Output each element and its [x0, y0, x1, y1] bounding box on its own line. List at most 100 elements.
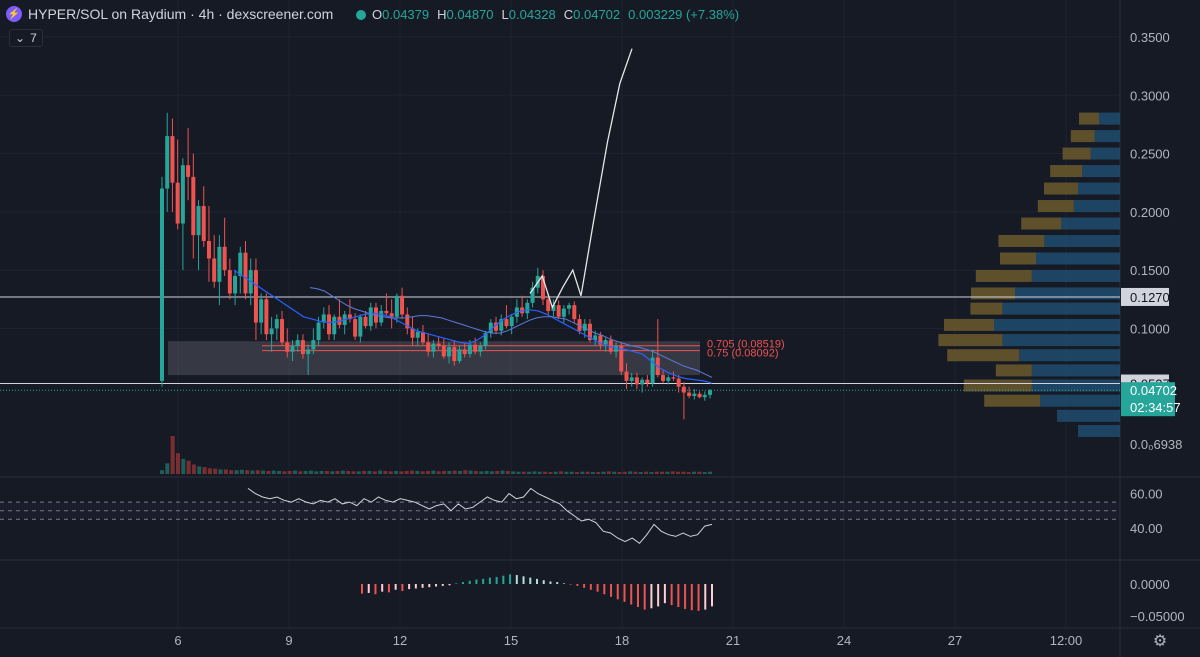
- volume-bar: [681, 471, 686, 474]
- candle-body: [645, 379, 650, 384]
- volume-profile-bar-down: [1050, 165, 1083, 178]
- volume-profile-bar-down: [971, 287, 1015, 300]
- volume-bar: [537, 471, 542, 474]
- volume-profile-bar-down: [998, 235, 1045, 247]
- candle-body: [572, 305, 577, 320]
- candle-body: [676, 378, 681, 387]
- candle-body: [426, 342, 431, 352]
- volume-bar: [495, 470, 500, 474]
- volume-profile-bar-up: [1031, 364, 1120, 377]
- volume-bar: [468, 470, 473, 474]
- volume-bar: [298, 471, 303, 474]
- candle-body: [661, 375, 666, 381]
- volume-bar: [622, 471, 627, 474]
- volume-bar: [261, 470, 266, 474]
- ohlc-low: L0.04328: [501, 7, 556, 22]
- volume-profile-bar-down: [1037, 200, 1074, 213]
- candle-body: [259, 299, 264, 323]
- candle-body: [212, 258, 217, 282]
- volume-bar: [202, 467, 207, 474]
- volume-bar: [324, 470, 329, 474]
- volume-bar: [213, 468, 218, 474]
- volume-bar: [585, 471, 590, 474]
- volume-bar: [245, 470, 250, 474]
- current-price-tag-bg: [1121, 382, 1175, 417]
- candle-body: [587, 323, 592, 341]
- volume-bar: [516, 471, 521, 474]
- candle-body: [222, 246, 227, 271]
- indicators-toggle-button[interactable]: ⌄ 7: [9, 29, 43, 47]
- candle-body: [431, 343, 436, 352]
- candle-body: [488, 322, 493, 334]
- candle-body: [624, 371, 629, 381]
- candle-body: [509, 316, 514, 327]
- volume-bar: [473, 470, 478, 474]
- gear-icon[interactable]: ⚙: [1152, 633, 1168, 650]
- candle-body: [285, 342, 290, 352]
- indicator-count: 7: [30, 31, 37, 45]
- price-tag: 0.1270: [1130, 290, 1170, 305]
- volume-profile-bar-up: [1031, 379, 1120, 392]
- time-axis-label: 21: [726, 633, 740, 648]
- candle-body: [504, 319, 509, 327]
- candle-body: [384, 310, 389, 314]
- time-axis-label: 9: [285, 633, 292, 648]
- candle-body: [608, 340, 613, 352]
- volume-bar: [463, 470, 468, 474]
- candle-body: [327, 314, 332, 335]
- time-axis-label: 12: [393, 633, 407, 648]
- candle-body: [494, 322, 499, 331]
- volume-bar: [543, 471, 548, 474]
- candle-body: [650, 357, 655, 384]
- candle-body: [389, 313, 394, 317]
- volume-bar: [431, 470, 436, 474]
- volume-bar: [612, 471, 617, 474]
- time-axis-label: 6: [174, 633, 181, 648]
- lightning-icon: ⚡: [6, 6, 22, 22]
- time-axis-label: 18: [615, 633, 629, 648]
- volume-bar: [665, 471, 670, 474]
- candle-body: [227, 270, 232, 294]
- volume-bar: [229, 470, 234, 474]
- volume-profile-bar-down: [1079, 112, 1099, 125]
- candle-body: [666, 377, 671, 381]
- volume-profile-bar-up: [1036, 252, 1120, 265]
- volume-profile-bar-up: [1019, 349, 1120, 362]
- candle-body: [577, 319, 582, 331]
- candle-body: [300, 340, 305, 355]
- candle-body: [447, 347, 452, 357]
- volume-profile-bar-down: [1021, 217, 1062, 230]
- candle-body: [269, 328, 274, 335]
- candle-body: [561, 308, 566, 317]
- volume-bar: [308, 470, 313, 474]
- candle-body: [321, 314, 326, 323]
- candle-body: [525, 302, 530, 314]
- volume-bar: [340, 470, 345, 474]
- volume-profile-bar-down: [947, 349, 1020, 362]
- candle-body: [311, 340, 316, 350]
- candle-body: [593, 335, 598, 341]
- volume-bar: [527, 471, 532, 474]
- volume-bar: [165, 463, 170, 474]
- volume-bar: [505, 470, 510, 474]
- volume-bar: [207, 468, 212, 474]
- candle-body: [530, 287, 535, 303]
- volume-bar: [500, 470, 505, 474]
- candle-body: [634, 377, 639, 385]
- volume-bar: [314, 471, 319, 474]
- volume-bar: [484, 470, 489, 474]
- volume-bar: [293, 470, 298, 474]
- ohlc-high: H0.04870: [437, 7, 494, 22]
- volume-profile-bar-down: [984, 394, 1041, 407]
- candle-body: [175, 182, 180, 224]
- candle-body: [598, 335, 603, 345]
- candle-body: [217, 246, 222, 282]
- candle-body: [264, 299, 269, 335]
- volume-bar: [638, 472, 643, 474]
- volume-profile-bar-down: [938, 334, 1003, 347]
- candle-body: [233, 275, 238, 294]
- volume-bar: [452, 470, 457, 474]
- volume-profile-bar-up: [994, 318, 1120, 331]
- volume-bar: [601, 471, 606, 474]
